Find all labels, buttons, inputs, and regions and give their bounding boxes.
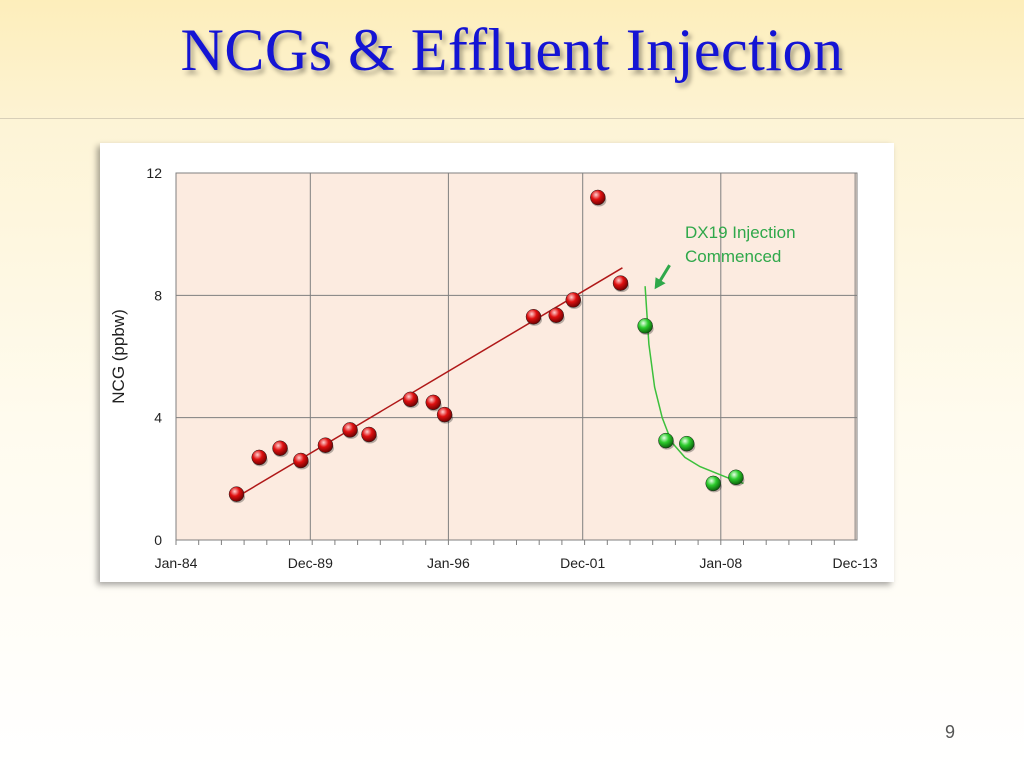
green-data-point xyxy=(658,432,674,449)
y-tick-label: 8 xyxy=(154,287,162,303)
red-data-point xyxy=(228,486,245,502)
annotation-arrow-head xyxy=(654,277,666,290)
green-data-point xyxy=(637,318,653,334)
red-data-point xyxy=(293,452,309,469)
red-data-point xyxy=(317,437,334,453)
red-data-point xyxy=(590,189,606,206)
y-tick-label: 4 xyxy=(154,410,162,426)
title-band xyxy=(0,0,1024,119)
green-data-point xyxy=(705,475,721,492)
ncg-scatter-chart: 0 4 8 12 Jan-84 Dec-89 Jan-96 Dec-01 Jan-08 Dec-1… xyxy=(109,165,878,571)
x-tick-label: Dec-13 xyxy=(833,555,878,571)
slide-title: NCGs & Effluent Injection xyxy=(180,17,844,83)
red-data-point xyxy=(612,275,629,291)
x-tick-label: Dec-01 xyxy=(560,555,605,571)
red-data-point xyxy=(565,292,581,308)
plot-border xyxy=(175,172,858,541)
red-data-point xyxy=(272,440,288,456)
y-tick-label: 0 xyxy=(154,532,162,548)
page-number: 9 xyxy=(944,722,955,742)
red-data-point xyxy=(251,449,267,466)
red-data-point xyxy=(361,426,377,443)
green-data-point xyxy=(728,469,744,486)
red-data-point xyxy=(548,307,564,323)
green-decay-curve xyxy=(644,286,744,485)
chart-frame: 0 4 8 12 Jan-84 Dec-89 Jan-96 Dec-01 Jan-08 Dec-1… xyxy=(100,143,894,582)
x-tick-label: Jan-08 xyxy=(699,555,742,571)
green-data-point xyxy=(679,435,695,452)
annotation-text: Commenced xyxy=(685,247,781,266)
y-tick-label: 12 xyxy=(146,165,162,181)
red-data-point xyxy=(525,308,542,325)
x-tick-label: Jan-84 xyxy=(155,555,198,571)
y-axis-title: NCG (ppbw) xyxy=(109,309,128,403)
red-data-point xyxy=(402,391,419,408)
red-data-point xyxy=(425,394,442,411)
x-tick-label: Jan-96 xyxy=(427,555,470,571)
red-data-point xyxy=(342,422,358,438)
x-tick-label: Dec-89 xyxy=(288,555,333,571)
annotation-text: DX19 Injection xyxy=(685,223,796,242)
red-data-point xyxy=(436,406,453,423)
